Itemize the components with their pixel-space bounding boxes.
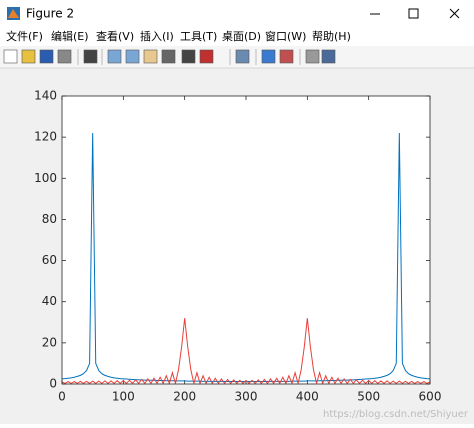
x-tick-label: 100 bbox=[112, 390, 135, 404]
menu-item[interactable]: 桌面(D) bbox=[222, 30, 261, 43]
toolbar-button[interactable] bbox=[279, 49, 294, 64]
toolbar-button[interactable] bbox=[83, 49, 98, 64]
menu-item[interactable]: 查看(V) bbox=[96, 29, 134, 43]
menu-item[interactable]: 帮助(H) bbox=[312, 29, 351, 43]
y-tick-label: 40 bbox=[42, 294, 57, 308]
axes-area bbox=[62, 96, 430, 384]
menu-bar bbox=[0, 28, 474, 46]
toolbar-button[interactable] bbox=[321, 49, 336, 64]
toolbar-button[interactable] bbox=[57, 49, 72, 64]
x-tick-label: 500 bbox=[357, 390, 380, 404]
plot: 0 20 40 60 80 100 120 140 0 100 200 300 400 500 600 bbox=[34, 89, 441, 404]
x-tick-label: 300 bbox=[235, 390, 258, 404]
y-tick-label: 120 bbox=[34, 130, 57, 144]
toolbar-button[interactable] bbox=[181, 49, 196, 64]
menu-item[interactable]: 窗口(W) bbox=[265, 29, 306, 43]
series-line bbox=[61, 133, 431, 383]
axes-box bbox=[61, 95, 431, 385]
menu-item[interactable]: 工具(T) bbox=[180, 30, 217, 43]
toolbar-button[interactable] bbox=[107, 49, 122, 64]
menu-item[interactable]: 文件(F) bbox=[6, 29, 43, 43]
x-tick-label: 400 bbox=[296, 390, 319, 404]
x-tick-label: 0 bbox=[58, 390, 66, 404]
toolbar-button[interactable] bbox=[305, 49, 320, 64]
y-tick-label: 20 bbox=[42, 335, 57, 349]
app-icon-shape bbox=[8, 9, 19, 18]
y-tick-label: 140 bbox=[34, 89, 57, 103]
toolbar-button[interactable] bbox=[21, 49, 36, 64]
x-tick-label: 200 bbox=[173, 390, 196, 404]
x-tick-label: 600 bbox=[419, 390, 442, 404]
toolbar-buttons bbox=[3, 49, 336, 65]
toolbar-button[interactable] bbox=[3, 49, 18, 64]
toolbar-button[interactable] bbox=[261, 49, 276, 64]
series-line bbox=[61, 318, 431, 385]
toolbar-button[interactable] bbox=[199, 49, 214, 64]
menu-item[interactable]: 编辑(E) bbox=[51, 29, 89, 43]
toolbar-button[interactable] bbox=[143, 49, 158, 64]
maximize-button[interactable] bbox=[408, 8, 419, 19]
close-button[interactable] bbox=[449, 8, 460, 19]
y-tick-label: 80 bbox=[42, 212, 57, 226]
menu-item[interactable]: 插入(I) bbox=[140, 29, 174, 43]
toolbar-button[interactable] bbox=[39, 49, 54, 64]
y-tick-label: 100 bbox=[34, 171, 57, 185]
toolbar-button[interactable] bbox=[161, 49, 176, 64]
window-title: Figure 2 bbox=[26, 7, 74, 21]
y-tick-label: 60 bbox=[42, 253, 57, 267]
toolbar-button[interactable] bbox=[125, 49, 140, 64]
y-tick-label: 0 bbox=[49, 377, 57, 391]
toolbar-button[interactable] bbox=[235, 49, 250, 64]
watermark: https://blog.csdn.net/Shiyuer bbox=[323, 409, 469, 420]
menu-items: 文件(F) 编辑(E) 查看(V) 插入(I) 工具(T) 桌面(D) 窗口(W) 帮助(H) bbox=[6, 29, 351, 43]
title-bar bbox=[0, 0, 474, 28]
